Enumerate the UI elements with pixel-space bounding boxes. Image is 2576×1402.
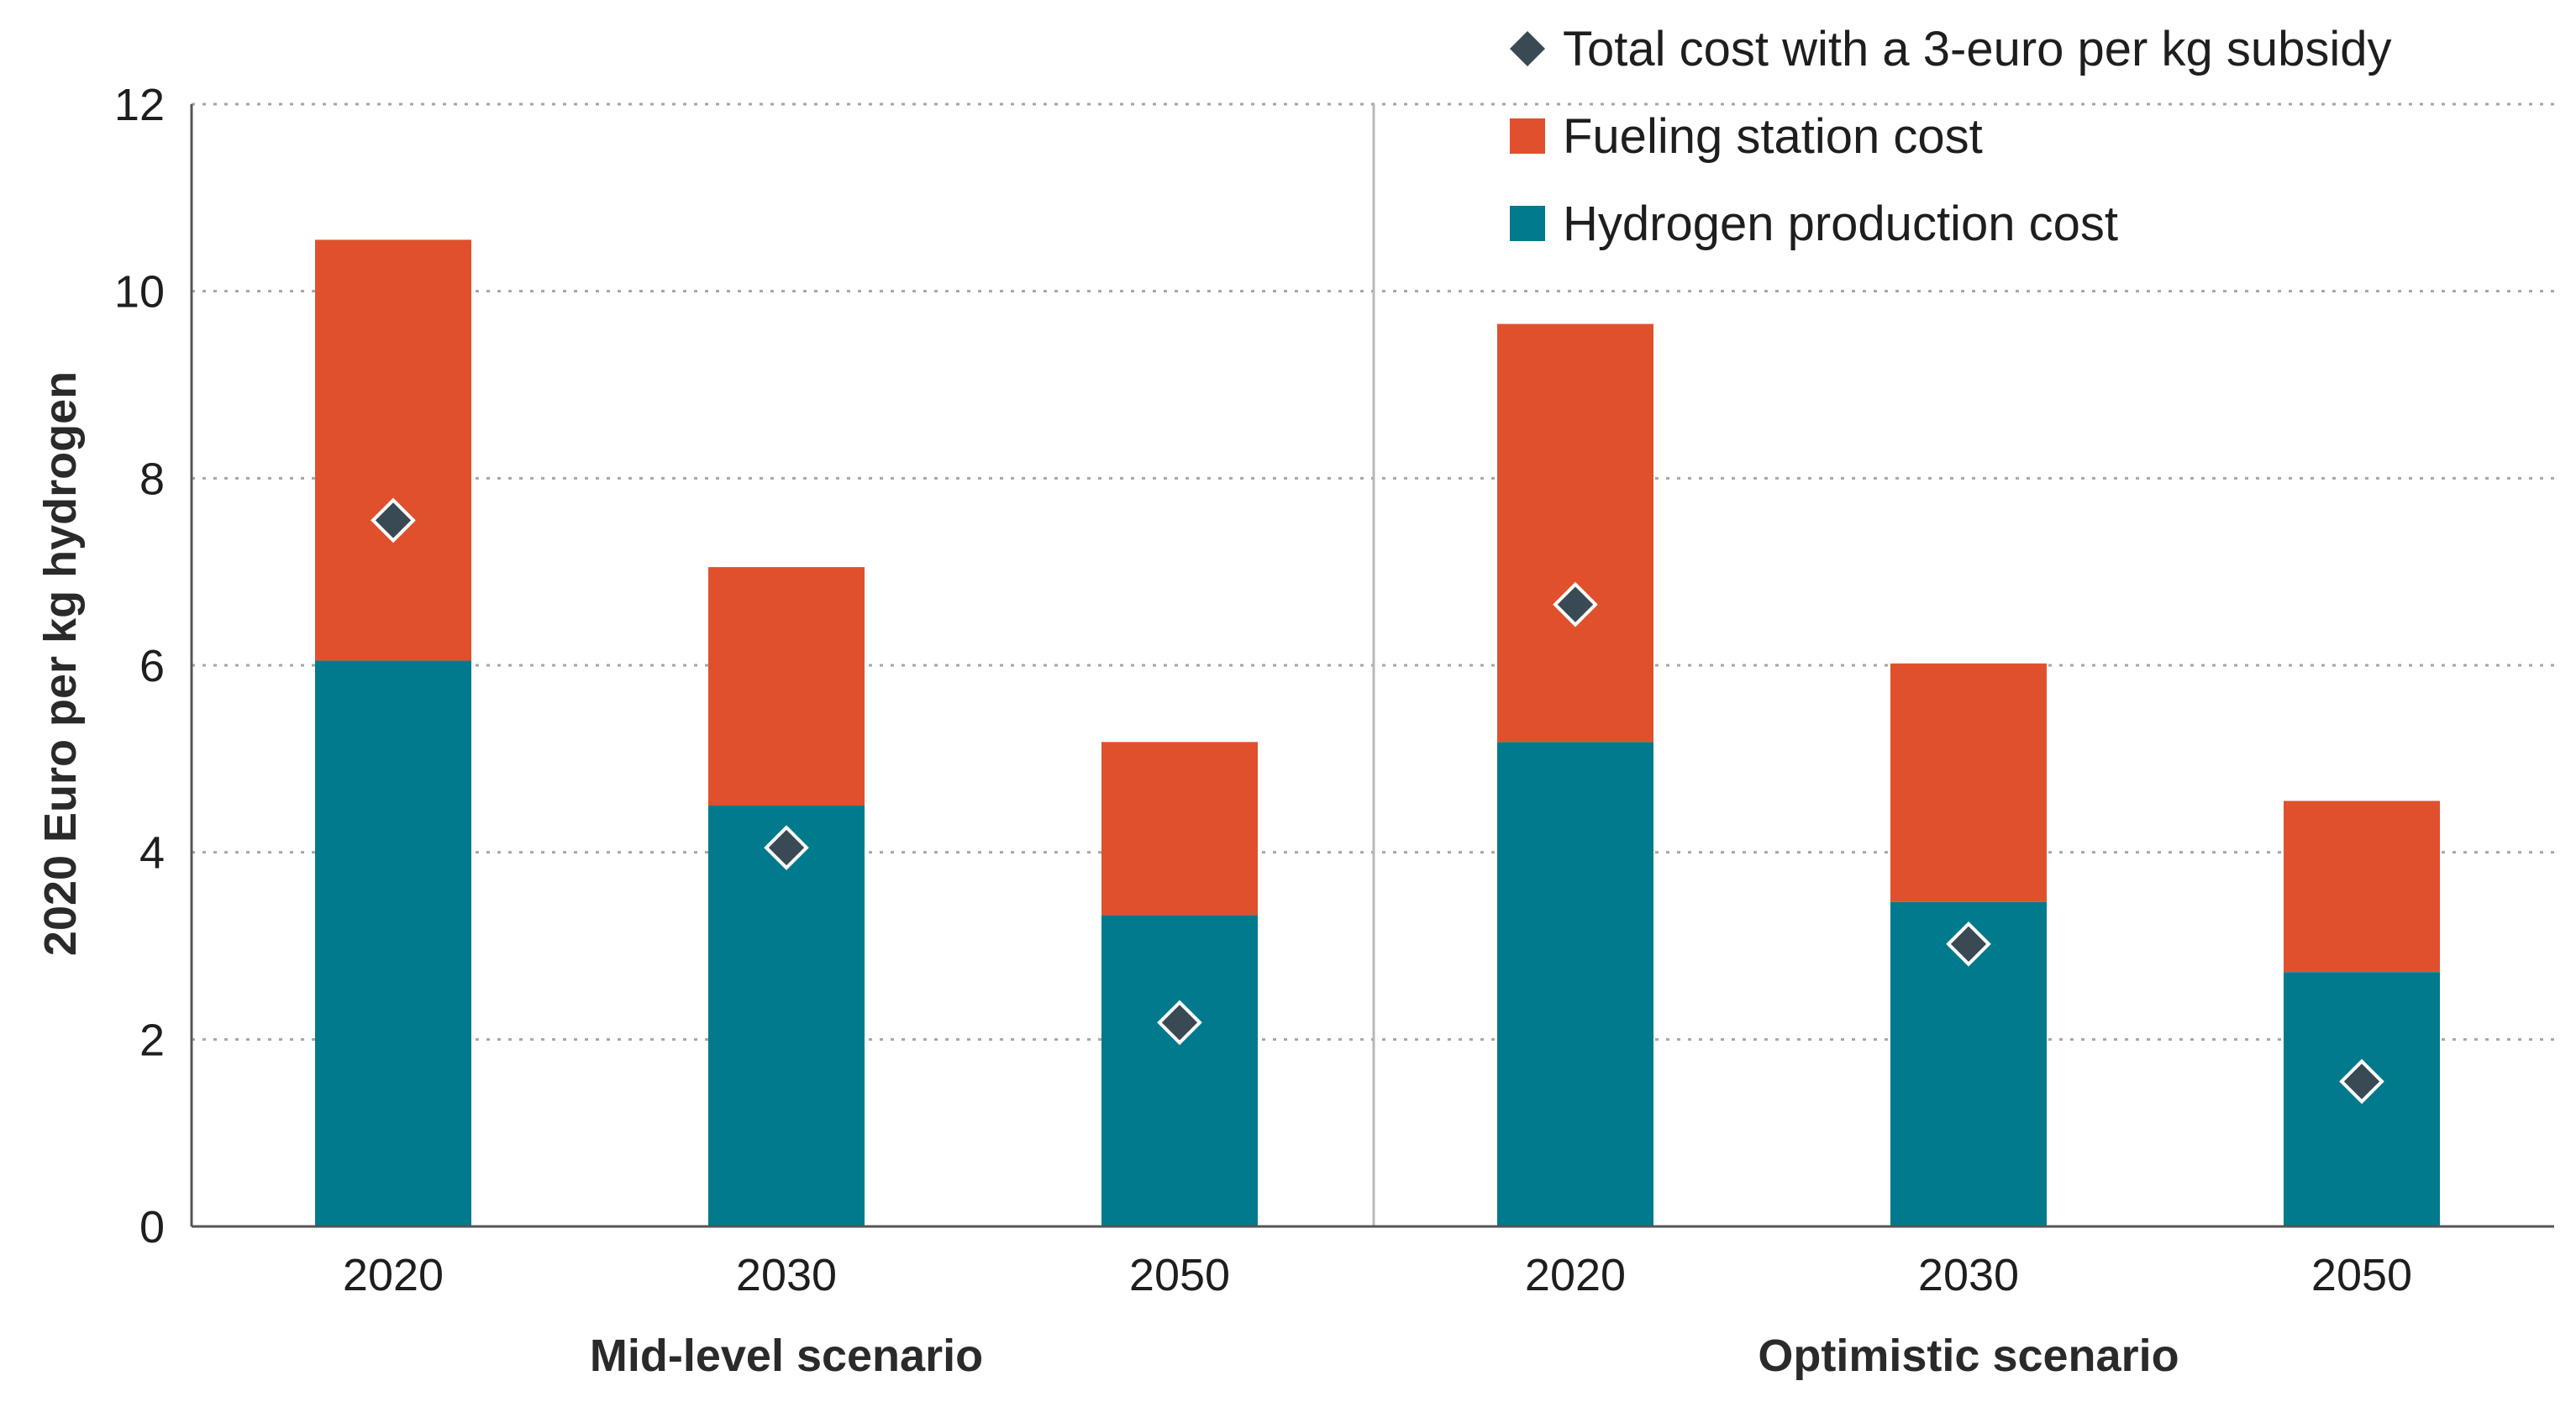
x-tick-label: 2020 (1525, 1250, 1626, 1300)
legend-label: Total cost with a 3-euro per kg subsidy (1563, 22, 2391, 76)
y-tick-labels: 0 2 4 6 8 10 12 (114, 80, 165, 1252)
legend-swatch-diamond (1510, 31, 1545, 66)
marker-total-cost-optimistic-scenario-2020 (1553, 581, 1598, 627)
marker-total-cost-mid-level-scenario-2050 (1157, 1000, 1202, 1046)
legend-item-total-cost-with-a-3-euro-per-kg-subsidy: Total cost with a 3-euro per kg subsidy (1510, 22, 2391, 76)
bar-fueling-station-cost-optimistic-scenario-2030 (1890, 663, 2047, 902)
bar-fueling-station-cost-mid-level-scenario-2020 (315, 239, 471, 661)
marker-total-cost-mid-level-scenario-2030 (764, 825, 809, 870)
legend-swatch (1510, 118, 1545, 154)
marker-total-cost-mid-level-scenario-2020 (371, 497, 416, 543)
y-tick-label: 10 (114, 267, 165, 318)
bar-fueling-station-cost-mid-level-scenario-2030 (708, 567, 865, 806)
scenario-label-mid-level-scenario: Mid-level scenario (590, 1331, 983, 1381)
y-tick-label: 6 (139, 641, 165, 691)
scenario-label-optimistic-scenario: Optimistic scenario (1758, 1331, 2179, 1381)
x-tick-label: 2050 (1129, 1250, 1230, 1300)
bar-fueling-station-cost-optimistic-scenario-2020 (1497, 323, 1653, 743)
bar-hydrogen-production-cost-mid-level-scenario-2030 (708, 806, 865, 1226)
y-tick-label: 2 (139, 1015, 165, 1065)
x-tick-label: 2020 (343, 1250, 444, 1300)
bars (315, 239, 2440, 1226)
y-axis-title: 2020 Euro per kg hydrogen (35, 371, 86, 956)
bar-fueling-station-cost-optimistic-scenario-2050 (2284, 801, 2440, 973)
legend-item-fueling-station-cost: Fueling station cost (1510, 109, 1983, 164)
legend: Total cost with a 3-euro per kg subsidy F… (1510, 22, 2391, 251)
bar-hydrogen-production-cost-optimistic-scenario-2020 (1497, 742, 1653, 1226)
y-tick-label: 8 (139, 454, 165, 504)
legend-item-hydrogen-production-cost: Hydrogen production cost (1510, 197, 2118, 251)
marker-total-cost-optimistic-scenario-2030 (1946, 921, 1991, 967)
marker-total-cost-optimistic-scenario-2050 (2339, 1058, 2384, 1105)
y-tick-label: 4 (139, 828, 165, 879)
y-tick-label: 12 (114, 80, 165, 130)
total-cost-markers (371, 497, 2384, 1105)
legend-label: Hydrogen production cost (1563, 197, 2118, 251)
bar-fueling-station-cost-mid-level-scenario-2050 (1101, 742, 1258, 916)
x-tick-label: 2030 (736, 1250, 837, 1300)
bar-hydrogen-production-cost-mid-level-scenario-2020 (315, 660, 471, 1226)
legend-label: Fueling station cost (1563, 109, 1983, 164)
scenario-labels: Mid-level scenario Optimistic scenario (590, 1331, 2179, 1381)
x-tick-label: 2030 (1918, 1250, 2019, 1300)
y-tick-label: 0 (139, 1202, 165, 1252)
legend-swatch (1510, 206, 1545, 241)
x-tick-label: 2050 (2311, 1250, 2412, 1300)
bar-hydrogen-production-cost-mid-level-scenario-2050 (1101, 915, 1258, 1226)
x-tick-labels: 2020 2030 2050 2020 2030 2050 (343, 1250, 2412, 1300)
